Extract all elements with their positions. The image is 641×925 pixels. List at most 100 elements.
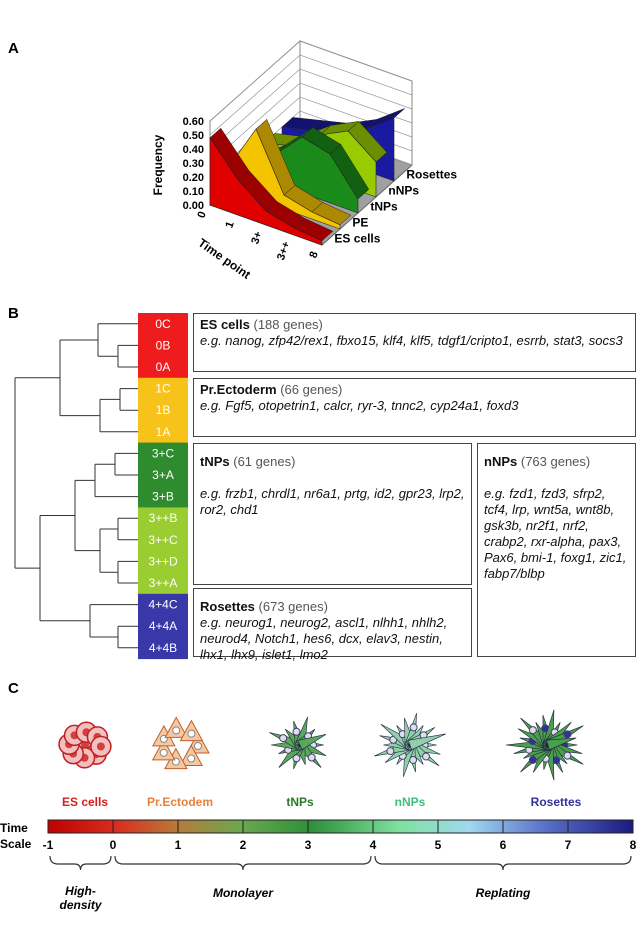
sample-cell <box>138 442 188 465</box>
grid-line <box>209 40 413 122</box>
sample-label: 0C <box>155 317 171 331</box>
grid-line <box>209 68 413 150</box>
cell-icon <box>407 733 446 751</box>
cell-icon <box>422 752 431 761</box>
grid-line <box>209 54 413 136</box>
sample-label: 1A <box>156 425 171 439</box>
gene-list: e.g. nanog, zfp42/rex1, fbxo15, klf4, kl… <box>200 333 623 348</box>
cell-icon <box>563 730 572 739</box>
sample-cell <box>138 485 188 508</box>
sample-cell <box>138 593 188 616</box>
gene-list: e.g. fzd1, fzd3, sfrp2, tcf4, lrp, wnt5a… <box>484 486 627 581</box>
phase-label: High-density <box>59 884 102 912</box>
x-tick-label: 1 <box>223 220 236 230</box>
sample-cell <box>138 529 188 552</box>
cell-icon <box>297 734 327 750</box>
gene-count: (673 genes) <box>258 599 328 614</box>
series-label: PE <box>352 216 368 230</box>
sample-cell <box>138 313 188 336</box>
series-label: ES cells <box>334 232 380 246</box>
cell-icon <box>546 737 577 751</box>
sample-cell <box>138 507 188 530</box>
cell-type-label: ES cells <box>62 795 108 809</box>
cell-icon <box>96 742 105 751</box>
sample-label: 3++C <box>148 533 178 547</box>
gene-count: (763 genes) <box>520 454 591 469</box>
cell-type-label: Rosettes <box>531 795 582 809</box>
cell-icon <box>307 753 316 762</box>
cell-icon <box>279 734 288 743</box>
gene-count: (188 genes) <box>253 317 323 332</box>
group-name: Pr.Ectoderm <box>200 382 277 397</box>
sample-cell <box>138 464 188 487</box>
panel-label: C <box>8 680 19 697</box>
tick-label: 6 <box>500 838 507 852</box>
cell-icon <box>159 748 168 757</box>
sample-cell <box>138 637 188 660</box>
gene-list: e.g. neurog1, neurog2, ascl1, nlhh1, nhl… <box>200 615 448 662</box>
phase-brace <box>49 855 112 871</box>
sample-label: 4+4C <box>148 598 177 612</box>
series-label: tNPs <box>370 200 398 214</box>
cell-icon <box>292 727 301 736</box>
cell-icon <box>409 723 418 732</box>
sample-cell <box>138 399 188 422</box>
cell-icon <box>528 755 537 764</box>
panel-label: B <box>8 305 19 322</box>
sample-label: 4+4B <box>149 641 177 655</box>
gene-count: (61 genes) <box>233 454 296 469</box>
sample-label: 1C <box>155 382 171 396</box>
phase-brace <box>374 855 632 871</box>
sample-cell <box>138 550 188 573</box>
gene-box: ES cells (188 genes) e.g. nanog, zfp42/re… <box>193 313 636 372</box>
sample-label: 3+B <box>152 490 174 504</box>
cell-icon <box>172 726 181 735</box>
sample-label: 4+4A <box>149 619 177 633</box>
cell-icon <box>81 741 89 749</box>
grid-line <box>209 82 413 164</box>
y-tick-label: 0.10 <box>183 186 204 198</box>
gene-list: e.g. Fgf5, otopetrin1, calcr, ryr-3, tnn… <box>200 398 519 413</box>
sample-cell <box>138 377 188 400</box>
time-scale-label: Time Scale <box>0 821 32 851</box>
cell-icon <box>528 726 537 735</box>
tick-label: 2 <box>240 838 247 852</box>
gene-box: tNPs (61 genes) e.g. frzb1, chrdl1, nr6a1… <box>193 443 472 585</box>
gene-count: (66 genes) <box>280 382 343 397</box>
phase-label: Replating <box>475 886 531 900</box>
phase-brace <box>114 855 372 871</box>
sample-label: 1B <box>156 403 171 417</box>
sample-cell <box>138 572 188 595</box>
area <box>209 136 323 246</box>
x-tick-label: 0 <box>195 210 208 220</box>
series-label: nNPs <box>388 184 419 198</box>
y-tick-label: 0.30 <box>183 158 204 170</box>
sample-label: 3++A <box>149 576 178 590</box>
cell-icon <box>563 751 572 760</box>
cell-icon <box>187 729 196 738</box>
gene-box: Pr.Ectoderm (66 genes) e.g. Fgf5, otopetr… <box>193 378 636 437</box>
group-name: Rosettes <box>200 599 255 614</box>
gene-list: e.g. frzb1, chrdl1, nr6a1, prtg, id2, gp… <box>200 486 465 517</box>
cell-type-label: nNPs <box>395 795 426 809</box>
sample-label: 0A <box>156 360 171 374</box>
cell-icon <box>187 754 196 763</box>
y-tick-label: 0.40 <box>183 144 204 156</box>
cell-type-label: Pr.Ectodem <box>147 795 213 809</box>
tick-label: 0 <box>110 838 117 852</box>
group-name: ES cells <box>200 317 250 332</box>
sample-cell <box>138 615 188 638</box>
tick-label: 1 <box>175 838 182 852</box>
y-tick-label: 0.60 <box>183 116 204 128</box>
cell-type-label: tNPs <box>286 795 314 809</box>
sample-cell <box>138 356 188 379</box>
group-name: tNPs <box>200 454 230 469</box>
tick-label: -1 <box>43 838 54 852</box>
group-name: nNPs <box>484 454 518 469</box>
tick-label: 4 <box>370 838 377 852</box>
y-tick-label: 0.20 <box>183 172 204 184</box>
sample-label: 3+A <box>152 468 174 482</box>
sample-label: 3+C <box>152 446 175 460</box>
